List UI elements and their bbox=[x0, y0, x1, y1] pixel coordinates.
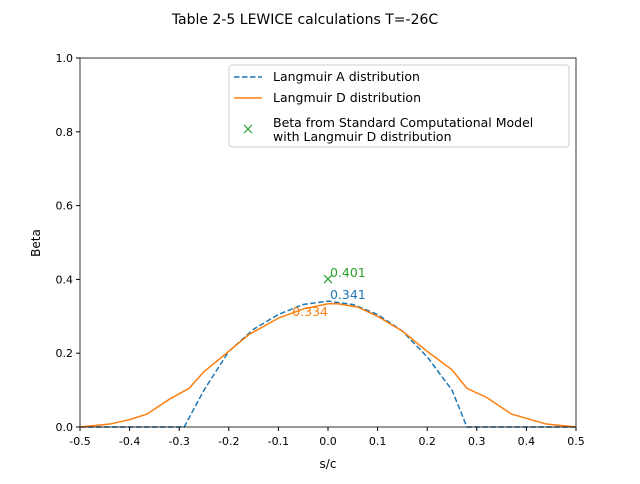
x-tick-label: 0.5 bbox=[567, 435, 585, 448]
legend-label: Beta from Standard Computational Model bbox=[273, 115, 533, 130]
x-tick-label: -0.1 bbox=[268, 435, 289, 448]
series-line-1 bbox=[79, 303, 577, 428]
y-tick-label: 0.8 bbox=[56, 126, 74, 139]
chart-title: Table 2-5 LEWICE calculations T=-26C bbox=[171, 12, 439, 28]
x-tick-label: -0.4 bbox=[119, 435, 140, 448]
legend-label: Langmuir A distribution bbox=[273, 69, 420, 84]
plot-frame bbox=[79, 57, 577, 428]
x-tick-label: -0.5 bbox=[69, 435, 90, 448]
series-line-0 bbox=[80, 300, 576, 428]
y-tick-label: 0.0 bbox=[56, 421, 74, 434]
data-label: 0.341 bbox=[330, 287, 366, 302]
x-axis-label: s/c bbox=[320, 457, 337, 471]
x-tick-label: 0.2 bbox=[418, 435, 436, 448]
y-tick-label: 1.0 bbox=[56, 52, 74, 65]
x-tick-label: 0.4 bbox=[518, 435, 536, 448]
y-tick-label: 0.6 bbox=[56, 200, 74, 213]
x-tick-label: 0.1 bbox=[369, 435, 387, 448]
x-tick-label: 0.3 bbox=[468, 435, 486, 448]
y-tick-label: 0.4 bbox=[56, 273, 74, 286]
data-point-marker bbox=[323, 274, 333, 284]
data-label: 0.334 bbox=[292, 304, 328, 319]
y-axis-label: Beta bbox=[29, 229, 43, 257]
x-tick-label: -0.2 bbox=[218, 435, 239, 448]
legend-marker bbox=[243, 124, 253, 134]
legend-label: with Langmuir D distribution bbox=[273, 129, 452, 144]
legend-label: Langmuir D distribution bbox=[273, 90, 421, 105]
x-tick-label: 0.0 bbox=[319, 435, 337, 448]
y-tick-label: 0.2 bbox=[56, 347, 74, 360]
data-label: 0.401 bbox=[330, 265, 366, 280]
legend-box bbox=[228, 64, 570, 148]
x-tick-label: -0.3 bbox=[168, 435, 189, 448]
